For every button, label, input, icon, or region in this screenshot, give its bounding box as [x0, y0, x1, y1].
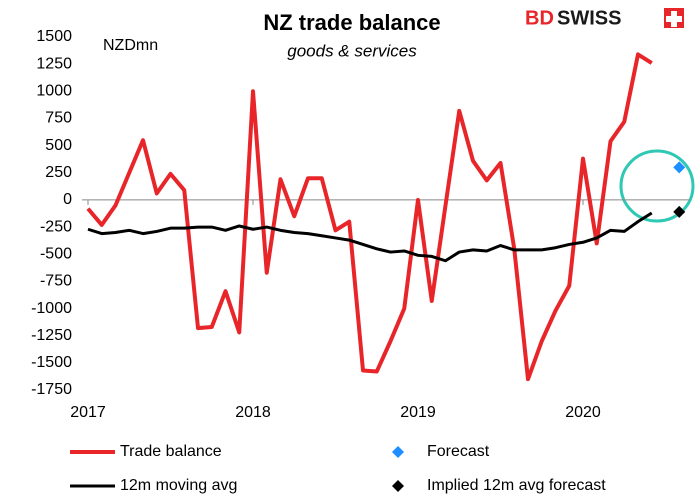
y-tick-label: 500 [45, 137, 72, 154]
y-tick-label: -1000 [31, 300, 72, 317]
legend-label: 12m moving avg [120, 477, 237, 494]
legend-swatch [392, 446, 404, 458]
legend-label: Trade balance [120, 443, 222, 460]
logo-cross [666, 11, 682, 27]
y-tick-label: -750 [40, 273, 72, 290]
x-tick-label: 2017 [70, 404, 106, 421]
y-tick-label: -500 [40, 245, 72, 262]
highlight-circle [619, 149, 695, 223]
data-marker [673, 205, 686, 218]
y-tick-label: -1750 [31, 381, 72, 398]
x-tick-label: 2020 [565, 404, 601, 421]
y-tick-label: -1500 [31, 354, 72, 371]
y-tick-label: 1500 [36, 28, 72, 45]
y-tick-label: 1250 [36, 55, 72, 72]
y-tick-label: 250 [45, 164, 72, 181]
logo-brand: BD [525, 7, 554, 29]
data-marker [673, 161, 686, 174]
y-tick-label: 1000 [36, 83, 72, 100]
y-tick-label: 750 [45, 110, 72, 127]
x-tick-label: 2018 [235, 404, 271, 421]
y-unit-label: NZDmn [103, 37, 158, 54]
chart-subtitle: goods & services [287, 41, 417, 60]
logo-name: SWISS [557, 7, 621, 29]
chart-title: NZ trade balance [263, 10, 440, 35]
y-tick-label: 0 [63, 191, 72, 208]
legend-label: Forecast [427, 443, 490, 460]
legend-label: Implied 12m avg forecast [427, 477, 606, 494]
y-tick-label: -250 [40, 218, 72, 235]
logo: BD SWISS [525, 7, 684, 29]
data-line [86, 52, 653, 382]
data-line [87, 211, 653, 263]
legend-swatch [392, 480, 404, 492]
y-tick-label: -1250 [31, 327, 72, 344]
x-tick-label: 2019 [400, 404, 436, 421]
